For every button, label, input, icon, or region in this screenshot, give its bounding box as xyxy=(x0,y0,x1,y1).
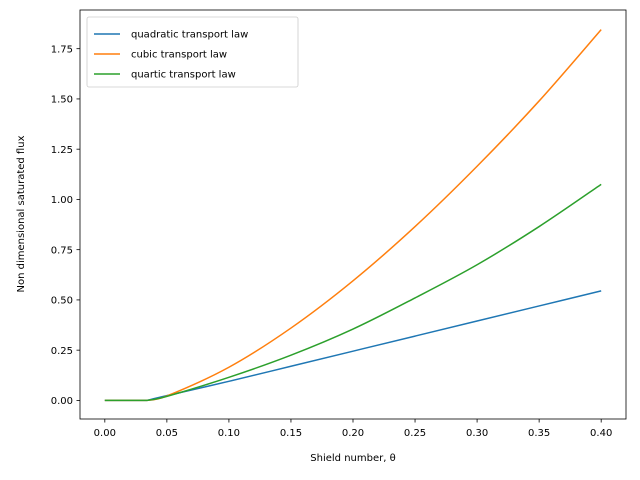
y-tick-label: 1.75 xyxy=(51,44,73,55)
x-tick-label: 0.25 xyxy=(404,428,426,439)
y-axis-label: Non dimensional saturated flux xyxy=(16,135,27,292)
x-tick-label: 0.20 xyxy=(342,428,364,439)
plot-area xyxy=(104,29,602,402)
x-tick-label: 0.00 xyxy=(94,428,116,439)
y-tick-label: 1.25 xyxy=(51,145,73,156)
legend-label-0: quadratic transport law xyxy=(131,30,248,41)
legend-box xyxy=(86,16,299,88)
x-tick-label: 0.05 xyxy=(156,428,178,439)
axes-frame xyxy=(79,9,627,420)
series-line-1 xyxy=(104,29,602,402)
y-tick-label: 0.00 xyxy=(51,396,73,407)
y-tick-label: 1.50 xyxy=(51,95,73,106)
x-tick-label: 0.10 xyxy=(218,428,240,439)
y-tick-label: 0.75 xyxy=(51,245,73,256)
x-tick-label: 0.35 xyxy=(528,428,550,439)
x-tick-label: 0.40 xyxy=(590,428,612,439)
y-tick-label: 0.50 xyxy=(51,296,73,307)
x-axis-label: Shield number, θ xyxy=(310,453,395,464)
legend: quadratic transport law cubic transport l… xyxy=(86,16,299,88)
x-tick-label: 0.30 xyxy=(466,428,488,439)
y-tick-label: 0.25 xyxy=(51,346,73,357)
x-tick-label: 0.15 xyxy=(280,428,302,439)
legend-label-1: cubic transport law xyxy=(131,50,227,61)
legend-label-2: quartic transport law xyxy=(131,70,236,81)
series-line-2 xyxy=(104,183,602,402)
y-tick-label: 1.00 xyxy=(51,195,73,206)
axis-ticks: 0.00 0.05 0.10 0.15 0.20 0.25 0.30 0.35 0.40 0.00… xyxy=(51,44,613,439)
